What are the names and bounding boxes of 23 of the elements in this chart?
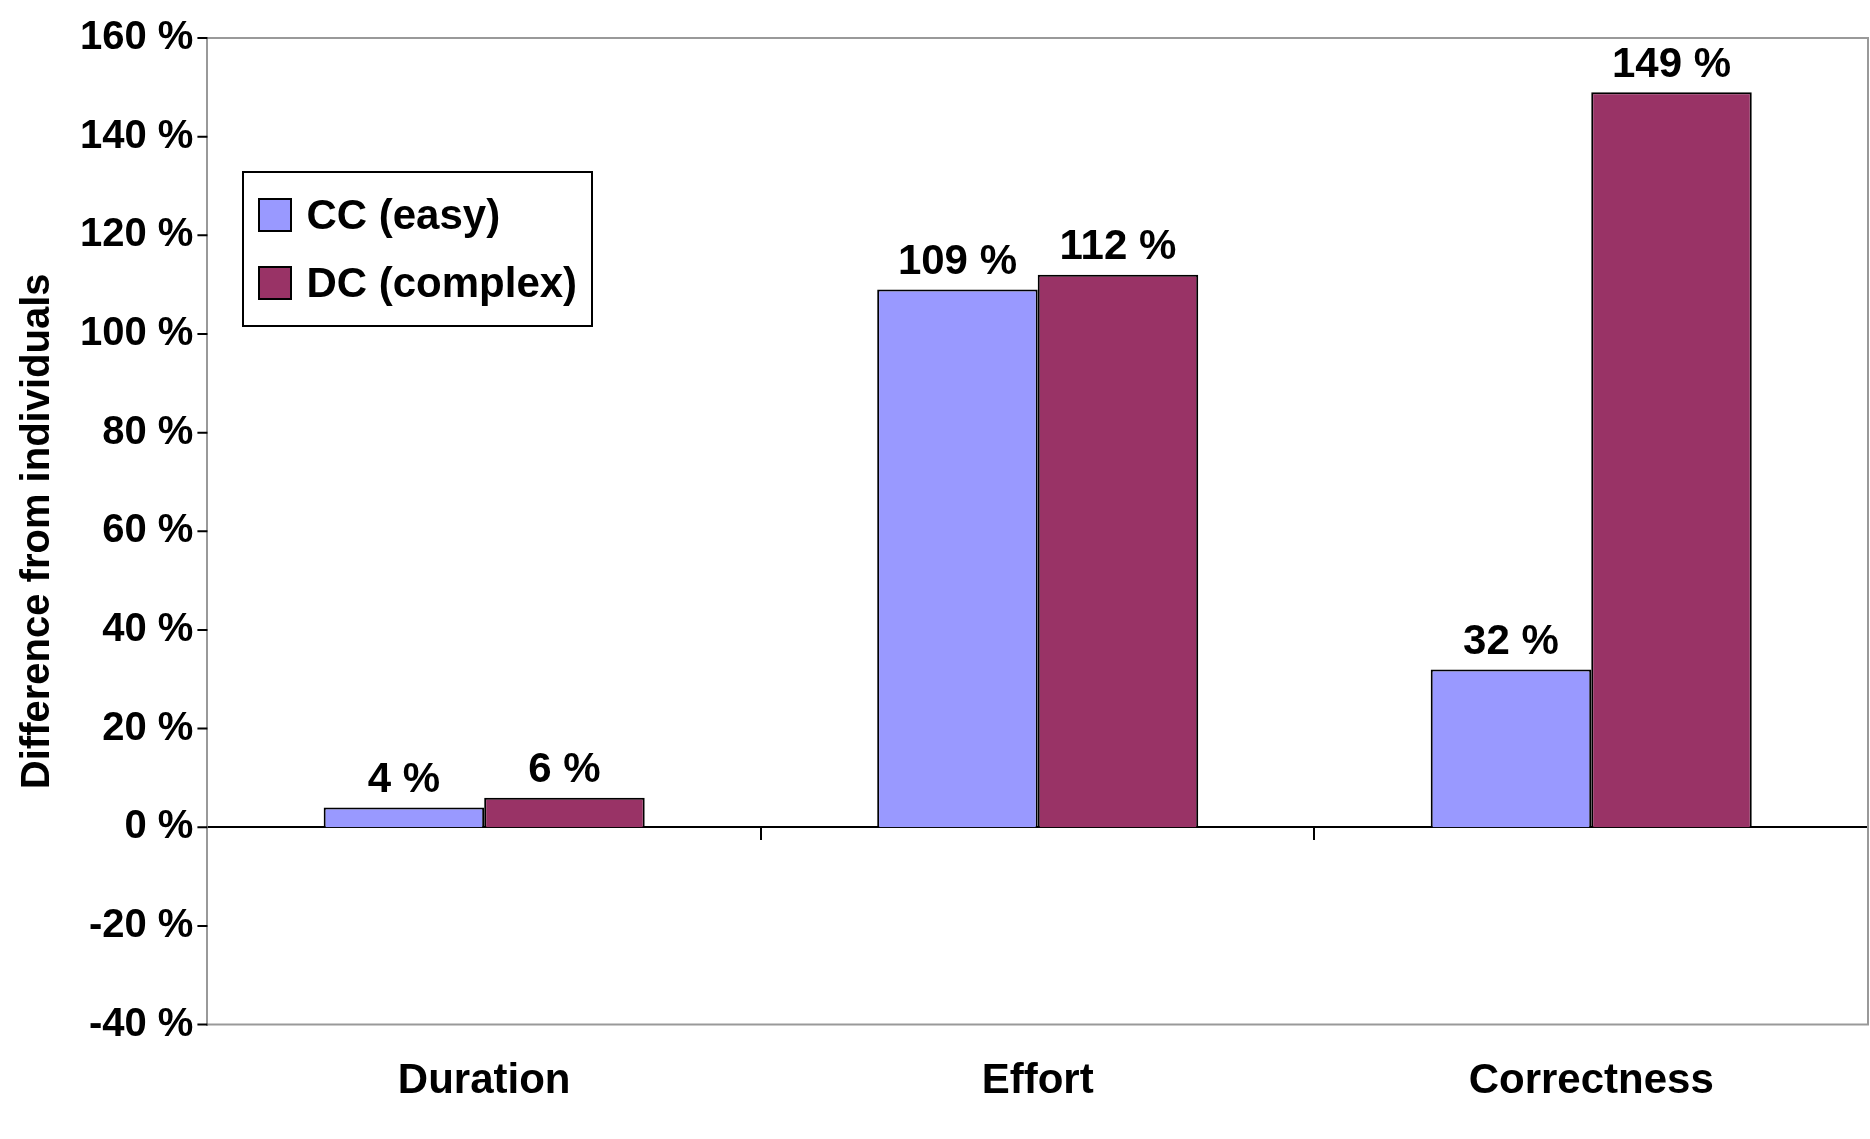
x-tick-label: Effort (981, 1055, 1094, 1103)
y-tick-label: -20 % (88, 900, 194, 945)
data-label: 32 % (1463, 616, 1559, 663)
y-tick-label: 40 % (102, 604, 194, 649)
data-label: 109 % (897, 236, 1017, 284)
legend-label: DC (complex) (306, 258, 578, 308)
x-tick-label: Correctness (1468, 1055, 1714, 1103)
data-label: 149 % (1611, 38, 1732, 86)
y-tick-label: 120 % (80, 210, 194, 255)
y-tick-label: -40 % (88, 999, 194, 1044)
data-label: 4 % (367, 754, 441, 802)
y-axis-title: Difference from individuals (13, 273, 58, 790)
data-label: 6 % (528, 744, 601, 792)
x-tick-label: Duration (397, 1055, 571, 1103)
y-tick-label: 140 % (80, 111, 194, 156)
y-tick-label: 0 % (124, 802, 194, 847)
y-tick-label: 100 % (80, 309, 194, 354)
y-tick-label: 80 % (102, 407, 194, 452)
y-tick-label: 160 % (80, 13, 194, 58)
y-tick-label: 20 % (102, 703, 194, 748)
data-label: 112 % (1059, 221, 1177, 269)
y-tick-label: 60 % (102, 506, 194, 551)
legend-label: CC (easy) (306, 190, 501, 240)
